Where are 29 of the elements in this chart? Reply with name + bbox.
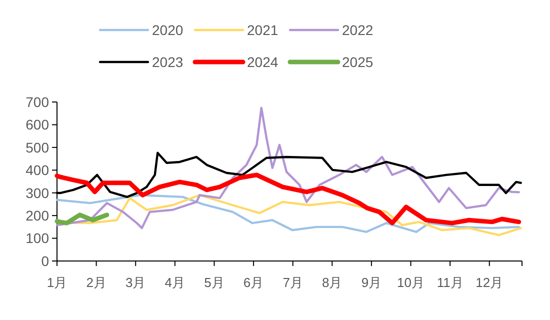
legend-label: 2024 [247, 54, 278, 70]
line-series [56, 106, 520, 230]
line-series [54, 212, 110, 226]
legend-label: 2020 [152, 22, 184, 38]
y-tick-label: 0 [41, 252, 50, 269]
line-series [54, 172, 522, 226]
y-tick-label: 600 [26, 116, 50, 133]
x-tick-label: 7月 [282, 275, 303, 290]
legend-label: 2021 [247, 22, 278, 38]
x-tick-label: 9月 [361, 275, 382, 290]
x-tick-label: 11月 [436, 275, 464, 290]
y-tick-label: 400 [26, 162, 50, 178]
x-tick-label: 5月 [204, 275, 224, 290]
y-tick-label: 200 [26, 207, 50, 224]
x-tick-label: 12月 [476, 275, 504, 290]
legend-label: 2023 [152, 54, 184, 70]
legend-label: 2025 [342, 54, 374, 70]
x-tick-label: 2月 [86, 275, 106, 290]
y-tick-label: 100 [26, 230, 50, 246]
x-tick-label: 6月 [243, 275, 264, 290]
x-tick-label: 1月 [46, 275, 68, 290]
y-tick-label: 500 [26, 139, 50, 156]
y-tick-label: 700 [26, 94, 50, 110]
legend-label: 2022 [342, 22, 374, 38]
y-tick-label: 300 [26, 184, 50, 201]
x-tick-label: 4月 [164, 275, 186, 290]
x-tick-label: 10月 [397, 275, 424, 290]
x-tick-label: 8月 [322, 275, 342, 290]
x-tick-label: 3月 [125, 275, 146, 290]
